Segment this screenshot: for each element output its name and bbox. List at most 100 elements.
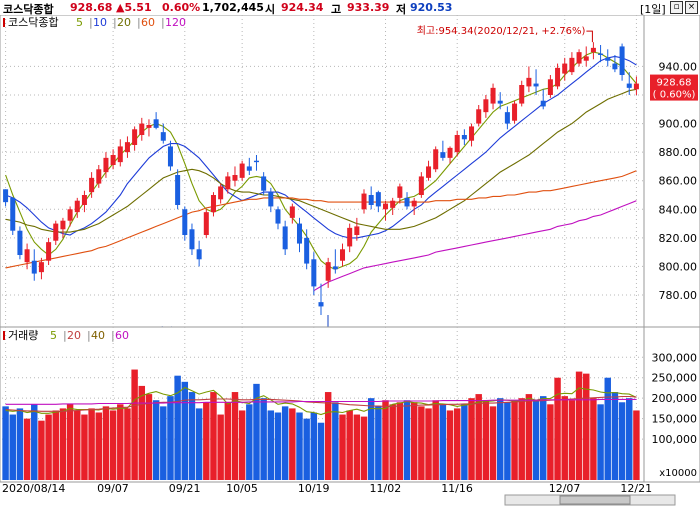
candle (175, 169, 181, 210)
volume-bar (453, 408, 461, 480)
volume-bar (145, 394, 153, 480)
volume-legend-title: 거래량 (8, 329, 38, 342)
volume-legend-item-20: 20 (67, 329, 81, 342)
volume-bar (339, 414, 346, 480)
candle-body (160, 132, 166, 141)
price-tick-label: 780.00 (659, 289, 698, 302)
candle-body (354, 226, 360, 235)
volume-bar (575, 371, 583, 480)
candle (89, 172, 95, 198)
close-button[interactable]: × (685, 1, 698, 14)
volume-bar (52, 410, 59, 480)
date-tick-label: 11/02 (370, 482, 402, 495)
volume-value: 1,702,445 (202, 1, 264, 14)
volume-bar (117, 404, 124, 480)
volume-bar (260, 398, 267, 480)
candle (347, 223, 353, 253)
candle (576, 49, 582, 67)
volume-bar (561, 396, 568, 480)
candle (555, 63, 561, 90)
candle (590, 42, 596, 60)
candle-body (167, 146, 173, 167)
legend-separator: | (113, 16, 117, 29)
date-tick-label: 11/16 (441, 482, 473, 495)
candle (476, 105, 482, 127)
candle-body (17, 230, 23, 255)
candle (339, 243, 346, 267)
candle-body (633, 83, 639, 90)
candle-body (576, 52, 582, 64)
period-selector[interactable]: [1일] (640, 3, 666, 16)
volume-bar (568, 400, 576, 480)
restore-button[interactable]: ▫ (670, 1, 683, 14)
price-tick-label: 800.00 (659, 260, 698, 273)
volume-bar (303, 418, 310, 480)
candle-body (483, 99, 489, 113)
candle-body (218, 186, 224, 200)
volume-bar (633, 410, 640, 480)
candle (433, 146, 439, 173)
legend-separator: | (87, 329, 91, 342)
high-value: 933.39 (347, 1, 390, 14)
candle (139, 117, 145, 141)
volume-panel: 100,000 150,000 200,000 250,000 300,000 x1000… (0, 326, 700, 483)
legend-separator: | (137, 16, 141, 29)
x-axis: 2020/08/14 09/07 09/21 10/05 10/19 11/02 11/16… (2, 482, 652, 495)
price-panel: 780.00 800.00 820.00 840.00 860.00 880.00 900.… (0, 15, 700, 338)
volume-bar (16, 408, 24, 480)
candle-body (289, 206, 295, 218)
candle-body (139, 123, 145, 135)
volume-bar (224, 402, 232, 480)
volume-bar (496, 398, 504, 480)
date-tick-label: 09/07 (97, 482, 129, 495)
volume-bar (160, 406, 167, 480)
candle-body (404, 197, 410, 207)
volume-bar (360, 416, 368, 480)
open-value: 924.34 (281, 1, 324, 14)
volume-bar (217, 414, 224, 480)
candle-body (282, 226, 288, 250)
candle-body (311, 259, 317, 287)
volume-bar (181, 381, 189, 480)
volume-tick-label: 200,000 (652, 392, 698, 405)
candle (397, 183, 403, 204)
volume-bar (604, 377, 611, 480)
candle-body (390, 200, 396, 208)
candle (203, 209, 209, 238)
ma-line-120 (313, 200, 637, 292)
candle (547, 75, 553, 98)
candle-body (375, 192, 381, 207)
candle (454, 130, 460, 157)
candle-body (189, 229, 195, 250)
candle-body (24, 249, 30, 263)
candle-body (476, 109, 482, 124)
scrollbar-thumb[interactable] (559, 495, 631, 505)
candle-body (540, 100, 546, 107)
volume-bar (152, 400, 160, 480)
candle (74, 197, 80, 218)
volume-tick-label: 150,000 (652, 413, 698, 426)
date-tick-label: 10/19 (298, 482, 330, 495)
candle-body (110, 155, 116, 165)
volume-bar (66, 404, 74, 480)
legend-separator: | (161, 16, 165, 29)
candle-body (153, 119, 159, 128)
candle (218, 183, 224, 204)
volume-bar (2, 406, 9, 480)
candle-body (46, 242, 52, 261)
volume-bar (626, 398, 633, 480)
candle (239, 160, 245, 181)
volume-bar (367, 398, 375, 480)
candle-body (81, 195, 87, 205)
candle-body (440, 152, 446, 158)
volume-bar (418, 406, 425, 480)
ma-line-5 (5, 51, 637, 270)
chart-area[interactable]: 780.00 800.00 820.00 840.00 860.00 880.00 900.… (0, 15, 700, 508)
candle (167, 140, 173, 171)
volume-bar (38, 420, 45, 480)
legend-marker (3, 18, 5, 27)
candle (447, 146, 453, 164)
date-tick-label: 12/07 (549, 482, 581, 495)
ma-line-10 (5, 55, 637, 239)
volume-legend: 거래량 5 | 20 | 40 | 60 (3, 329, 129, 342)
